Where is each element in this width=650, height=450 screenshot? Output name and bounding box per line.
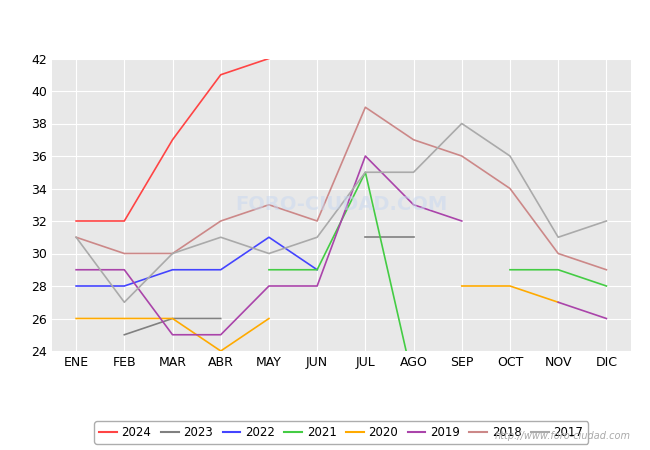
- Legend: 2024, 2023, 2022, 2021, 2020, 2019, 2018, 2017: 2024, 2023, 2022, 2021, 2020, 2019, 2018…: [94, 421, 588, 444]
- Text: FORO-CIUDAD.COM: FORO-CIUDAD.COM: [235, 195, 447, 214]
- Text: Afiliados en Figueruela de Arriba a 31/5/2024: Afiliados en Figueruela de Arriba a 31/5…: [121, 18, 529, 36]
- Text: http://www.foro-ciudad.com: http://www.foro-ciudad.com: [495, 431, 630, 441]
